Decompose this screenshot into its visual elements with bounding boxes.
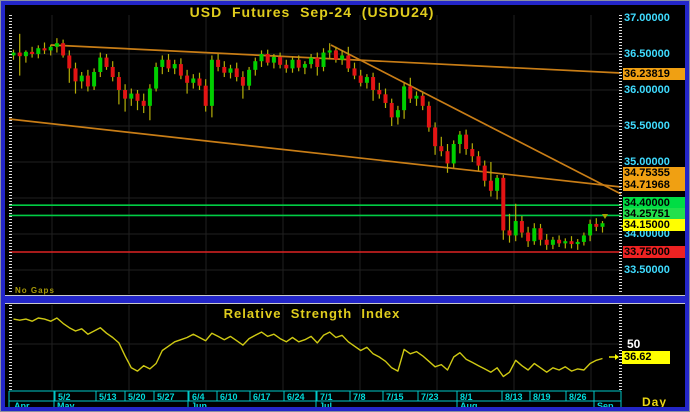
week-label: 5/2 [58, 392, 71, 402]
week-label: 6/10 [220, 392, 238, 402]
week-label: 8/1 [460, 392, 473, 402]
week-label: 6/24 [287, 392, 305, 402]
price-axis-label: 36.50000 [624, 48, 670, 60]
price-axis-label: 34.00000 [624, 228, 670, 240]
price-axis-label: 36.00000 [624, 84, 670, 96]
month-label: Jun [191, 401, 208, 411]
price-highlight-label: 36.23819 [623, 68, 688, 80]
month-label: Jul [319, 401, 333, 411]
week-label: 5/20 [128, 392, 146, 402]
week-label: 7/15 [386, 392, 404, 402]
panel-divider[interactable] [1, 295, 689, 304]
price-axis-label: 35.00000 [624, 156, 670, 168]
chart-title: USD Futures Sep-24 (USDU24) [189, 4, 435, 20]
week-label: 8/26 [569, 392, 587, 402]
price-highlight-label: 34.71968 [623, 179, 688, 191]
price-highlight-label: 34.15000 [623, 219, 688, 231]
week-label: 8/13 [505, 392, 523, 402]
price-highlight-label: 33.75000 [623, 246, 688, 258]
price-axis-label: 35.50000 [624, 120, 670, 132]
rsi-level-label: 50 [627, 337, 641, 351]
price-axis-label: 37.00000 [624, 12, 670, 24]
timeframe-label[interactable]: Day [642, 395, 668, 409]
month-label: May [57, 401, 75, 411]
week-label: 6/4 [192, 392, 205, 402]
main-chart-plot-area[interactable] [9, 15, 621, 294]
month-label: Sep [597, 401, 614, 411]
rsi-value-badge: 36.62 [622, 351, 670, 364]
price-highlight-label: 34.75355 [623, 167, 688, 179]
month-label: Aug [460, 401, 478, 411]
week-label: 5/13 [99, 392, 117, 402]
no-gaps-note: No Gaps [15, 286, 55, 295]
week-label: 6/17 [253, 392, 271, 402]
price-highlight-label: 34.25751 [623, 208, 688, 220]
week-label: 7/1 [320, 392, 333, 402]
month-label: Apr [14, 401, 30, 411]
rsi-title: Relative Strength Index [223, 306, 401, 321]
week-label: 8/19 [533, 392, 551, 402]
week-label: 7/8 [353, 392, 366, 402]
price-axis-label: 33.50000 [624, 264, 670, 276]
week-label: 5/27 [157, 392, 175, 402]
week-label: 7/23 [421, 392, 439, 402]
price-highlight-label: 34.40000 [623, 197, 688, 209]
